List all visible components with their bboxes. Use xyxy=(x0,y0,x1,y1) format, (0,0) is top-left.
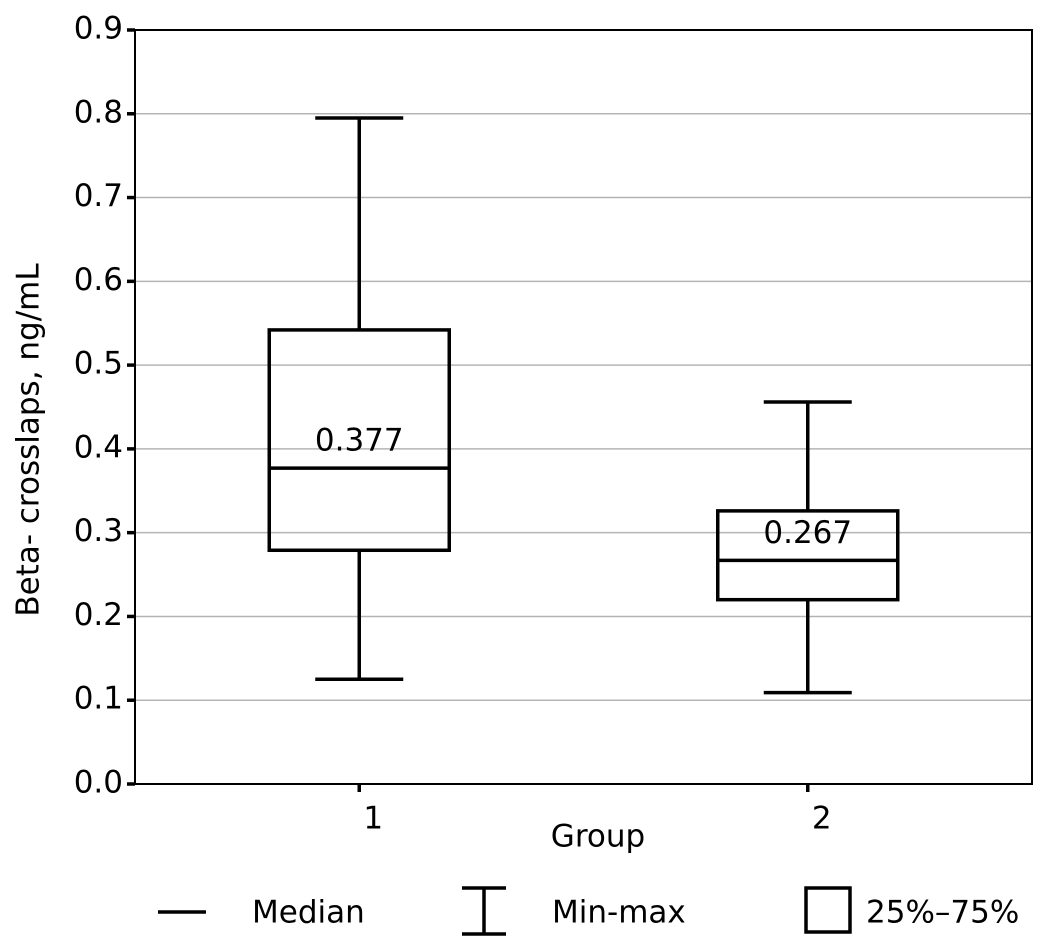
x-tick-label: 2 xyxy=(812,801,832,837)
median-label: 0.377 xyxy=(315,423,404,459)
box xyxy=(267,328,451,553)
legend-minmax-icon xyxy=(462,886,506,936)
legend-label: 25%–75% xyxy=(866,895,1019,931)
y-tick-label: 0.1 xyxy=(74,681,123,717)
y-tick-label: 0.9 xyxy=(74,11,123,47)
median-label: 0.267 xyxy=(763,515,852,551)
legend-box-icon xyxy=(804,886,852,934)
y-axis-label: Beta- crosslaps, ng/mL xyxy=(11,263,47,617)
y-tick-label: 0.8 xyxy=(74,94,123,130)
legend-label: Min-max xyxy=(552,895,686,931)
y-tick-label: 0.5 xyxy=(74,346,123,382)
box xyxy=(716,509,900,602)
y-tick-label: 0.7 xyxy=(74,178,123,214)
y-tick-label: 0.3 xyxy=(74,513,123,549)
x-tick-label: 1 xyxy=(363,801,383,837)
y-tick-label: 0.0 xyxy=(74,765,123,801)
y-tick-label: 0.2 xyxy=(74,597,123,633)
y-tick-label: 0.6 xyxy=(74,262,123,298)
x-axis-label: Group xyxy=(551,819,645,855)
y-tick-label: 0.4 xyxy=(74,429,123,465)
legend-label: Median xyxy=(252,895,365,931)
legend: Median Min-max 25%–75% xyxy=(158,886,1019,936)
plot-frame xyxy=(134,29,1033,785)
